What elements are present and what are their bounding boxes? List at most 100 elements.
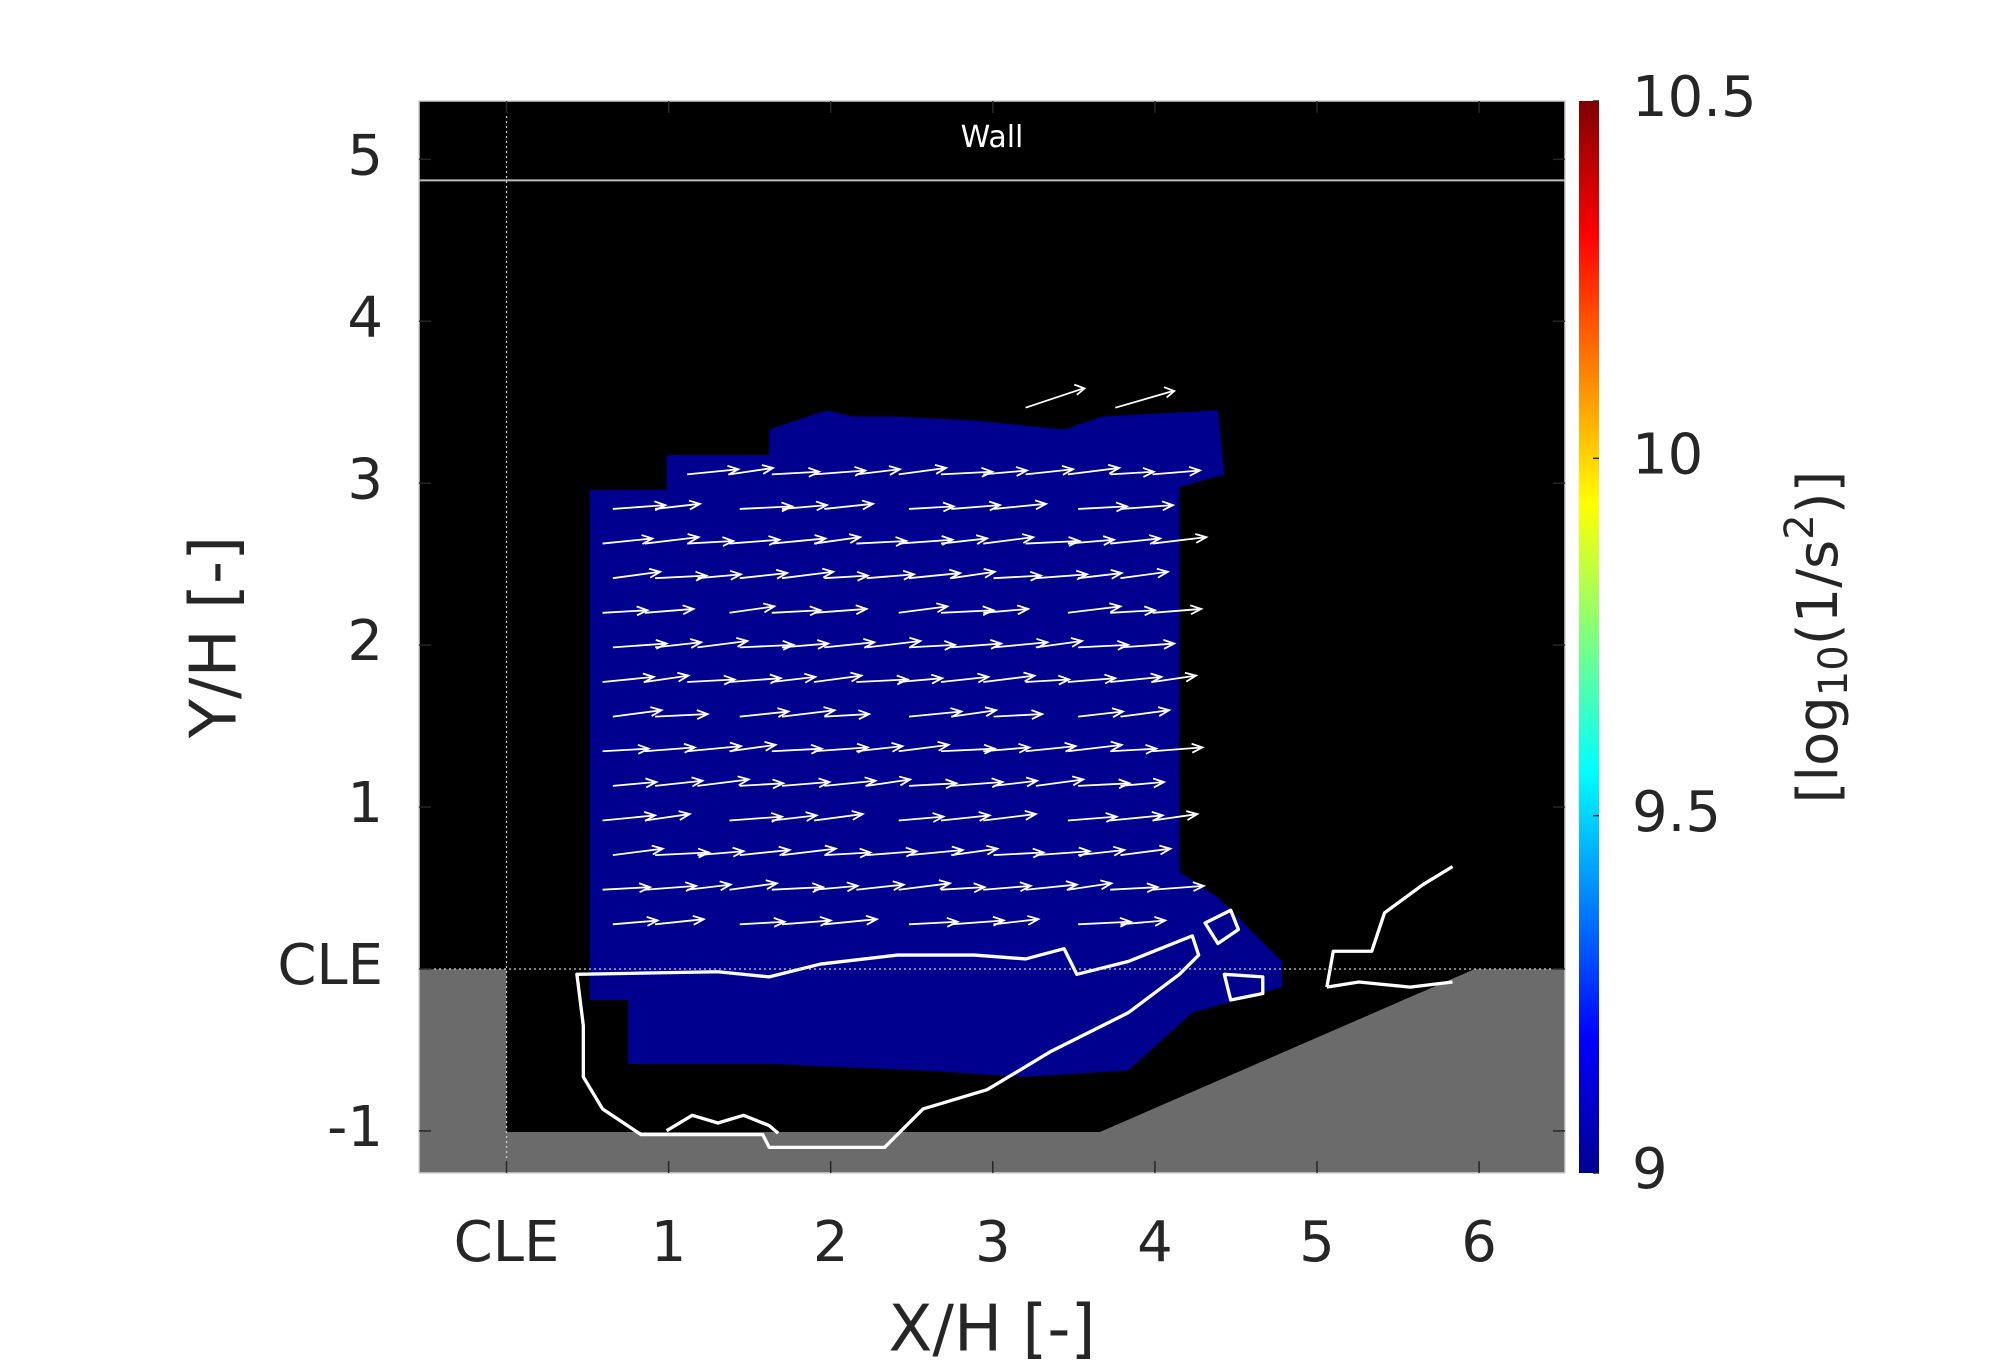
velocity-arrow [1067,740,1125,753]
floor-region [419,969,1566,1174]
velocity-arrow [602,882,653,894]
velocity-arrow [1110,743,1159,755]
x-tick-label: 2 [813,1210,849,1275]
velocity-arrow [993,499,1049,511]
velocity-arrow [687,536,736,547]
velocity-arrow [687,880,734,892]
velocity-arrow [1067,602,1123,614]
velocity-arrow [1067,879,1114,891]
x-tick-label: 4 [1137,1210,1173,1275]
velocity-arrow [781,844,839,856]
colorbar [1579,101,1599,1173]
axes-frame [418,100,1566,1174]
velocity-arrow [813,671,864,683]
velocity-arrow [697,775,751,787]
velocity-arrow [1035,637,1085,649]
velocity-arrow [824,638,877,649]
velocity-arrow [1120,567,1171,580]
velocity-arrow [1120,777,1167,789]
x-tick-label: 6 [1461,1210,1497,1275]
velocity-arrow [739,707,791,718]
velocity-arrow [1025,674,1072,686]
velocity-arrow [729,879,780,891]
velocity-arrow [1152,881,1207,892]
velocity-arrow [824,570,871,582]
velocity-arrow [908,916,960,928]
velocity-arrow [993,915,1041,926]
velocity-arrow [781,500,830,512]
velocity-arrow [856,880,907,891]
y-tick-label: 2 [347,609,383,674]
contour [1203,908,1241,946]
velocity-arrow [814,604,869,616]
velocity-arrow [1115,386,1177,409]
colorbar-tick-label: 10 [1632,422,1703,487]
velocity-arrow [1035,775,1086,787]
velocity-arrow [697,846,746,858]
velocity-arrow [951,568,998,580]
velocity-arrow [739,568,790,580]
velocity-arrow [951,706,999,718]
velocity-arrow [993,570,1044,582]
velocity-arrow [824,914,880,926]
velocity-arrow [739,778,786,790]
velocity-arrow [1025,536,1082,547]
velocity-arrow [697,569,744,581]
contour [1325,865,1454,988]
y-tick-label: CLE [277,933,383,998]
velocity-arrow [983,671,1037,683]
velocity-arrow [983,810,1039,822]
velocity-arrow [687,464,741,476]
velocity-arrow [856,465,903,476]
velocity-arrow [1078,845,1127,857]
contour [1222,972,1265,1002]
velocity-arrow [1152,810,1200,822]
velocity-arrow [655,638,704,649]
velocity-arrow [612,567,663,580]
velocity-arrow [771,672,818,684]
velocity-arrow [824,776,878,788]
velocity-arrow [898,879,953,891]
velocity-arrow [908,778,959,790]
velocity-arrow [1152,604,1204,616]
velocity-arrow [1078,501,1130,513]
velocity-arrow [856,674,910,686]
velocity-arrow [898,740,951,753]
velocity-arrow [824,499,876,511]
velocity-arrow [1110,672,1164,684]
velocity-arrow [1120,844,1173,856]
velocity-arrow [1067,673,1118,685]
velocity-arrow [729,602,777,614]
velocity-arrow [813,881,860,893]
velocity-arrow [655,570,709,582]
velocity-arrow [781,639,831,650]
colorbar-label-part: )] [1786,471,1851,515]
velocity-arrow [866,775,913,787]
velocity-arrow [813,533,863,545]
velocity-arrow [983,604,1031,616]
wall-label: Wall [961,120,1024,155]
contour [575,934,1201,1150]
velocity-arrow [644,604,696,616]
velocity-arrow [612,777,659,789]
velocity-arrow [908,568,963,580]
velocity-arrow [1152,466,1203,477]
velocity-arrow [739,845,793,857]
velocity-arrow [781,706,837,718]
velocity-arrow [1110,882,1160,894]
colorbar-label: [log10(1/s2)] [1777,471,1857,804]
velocity-arrow [781,777,832,789]
velocity-arrow [940,811,992,822]
velocity-arrow [1067,535,1117,546]
velocity-arrow [940,743,998,755]
velocity-arrow [771,811,819,822]
velocity-arrow [908,501,957,513]
velocity-arrow [612,916,660,927]
colorbar-label-part: (1/s [1786,540,1851,646]
velocity-arrow [1152,533,1209,545]
velocity-arrow [951,500,1003,512]
velocity-arrow [644,533,701,545]
velocity-arrow [612,706,664,718]
